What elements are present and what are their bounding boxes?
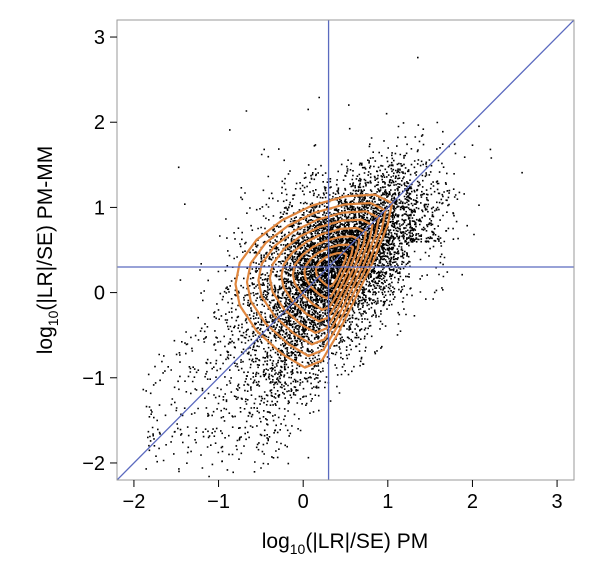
- density-contour: [268, 218, 374, 334]
- diagonal-reference-line: [117, 20, 574, 480]
- y-tick-label: −2: [82, 453, 105, 475]
- y-axis-label-prefix: log: [34, 326, 57, 354]
- x-axis-ticks: −2 −1 0 1 2 3: [123, 480, 563, 513]
- x-tick-label: 1: [382, 491, 393, 513]
- y-axis-label: log10(|LR|/SE) PM-MM: [34, 146, 61, 355]
- y-tick-label: −1: [82, 368, 105, 390]
- density-contours: [234, 193, 394, 369]
- x-axis-label: log10(|LR|/SE) PM: [262, 530, 429, 557]
- density-contour: [257, 210, 381, 346]
- x-tick-label: −1: [207, 491, 230, 513]
- y-axis-label-suffix: (|LR|/SE) PM-MM: [34, 146, 57, 311]
- plot-frame: [116, 19, 575, 481]
- x-axis-label-prefix: log: [262, 530, 290, 553]
- y-tick-label: 3: [94, 27, 105, 49]
- x-tick-label: −2: [123, 491, 146, 513]
- density-contour: [280, 226, 368, 323]
- x-tick-label: 2: [467, 491, 478, 513]
- density-contour: [303, 243, 354, 300]
- y-tick-label: 0: [94, 283, 105, 305]
- x-tick-label: 0: [298, 491, 309, 513]
- x-axis-label-suffix: (|LR|/SE) PM: [305, 530, 428, 553]
- y-axis-label-subscript: 10: [45, 310, 61, 326]
- y-tick-label: 2: [94, 112, 105, 134]
- reference-lines: [117, 20, 574, 480]
- density-contour: [314, 251, 348, 288]
- density-contour: [245, 201, 387, 358]
- x-axis-label-subscript: 10: [290, 541, 306, 557]
- x-tick-label: 3: [552, 491, 563, 513]
- y-axis-ticks: −2 −1 0 1 2 3: [82, 27, 117, 475]
- density-contour: [291, 235, 361, 311]
- y-tick-label: 1: [94, 197, 105, 219]
- density-contour: [234, 193, 394, 369]
